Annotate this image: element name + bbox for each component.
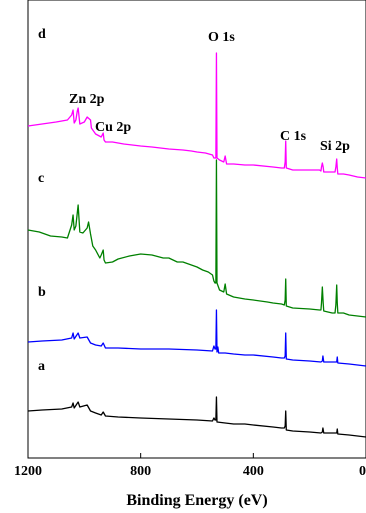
series-label-d: d <box>38 27 46 42</box>
series-line-c <box>27 159 366 318</box>
annotation-cu2p: Cu 2p <box>95 120 131 135</box>
x-axis-title: Binding Energy (eV) <box>126 492 267 509</box>
series-line-d <box>27 52 366 179</box>
series-line-a <box>27 396 366 438</box>
series-line-b <box>27 309 366 367</box>
x-axis-ticks: 1200 800 400 0 <box>14 453 366 479</box>
series-label-a: a <box>38 359 45 374</box>
annotation-c1s: C 1s <box>280 129 307 144</box>
x-tick-label: 800 <box>130 464 151 479</box>
annotation-zn2p: Zn 2p <box>69 92 105 107</box>
plot-frame <box>27 0 366 459</box>
annotation-si2p: Si 2p <box>320 139 350 154</box>
annotation-o1s: O 1s <box>208 30 235 45</box>
x-tick-label: 1200 <box>14 464 42 479</box>
series-label-c: c <box>38 171 44 186</box>
x-tick-label: 400 <box>243 464 264 479</box>
x-tick-label: 0 <box>359 464 366 479</box>
series-label-b: b <box>38 285 46 300</box>
spectrum-traces <box>27 52 366 438</box>
